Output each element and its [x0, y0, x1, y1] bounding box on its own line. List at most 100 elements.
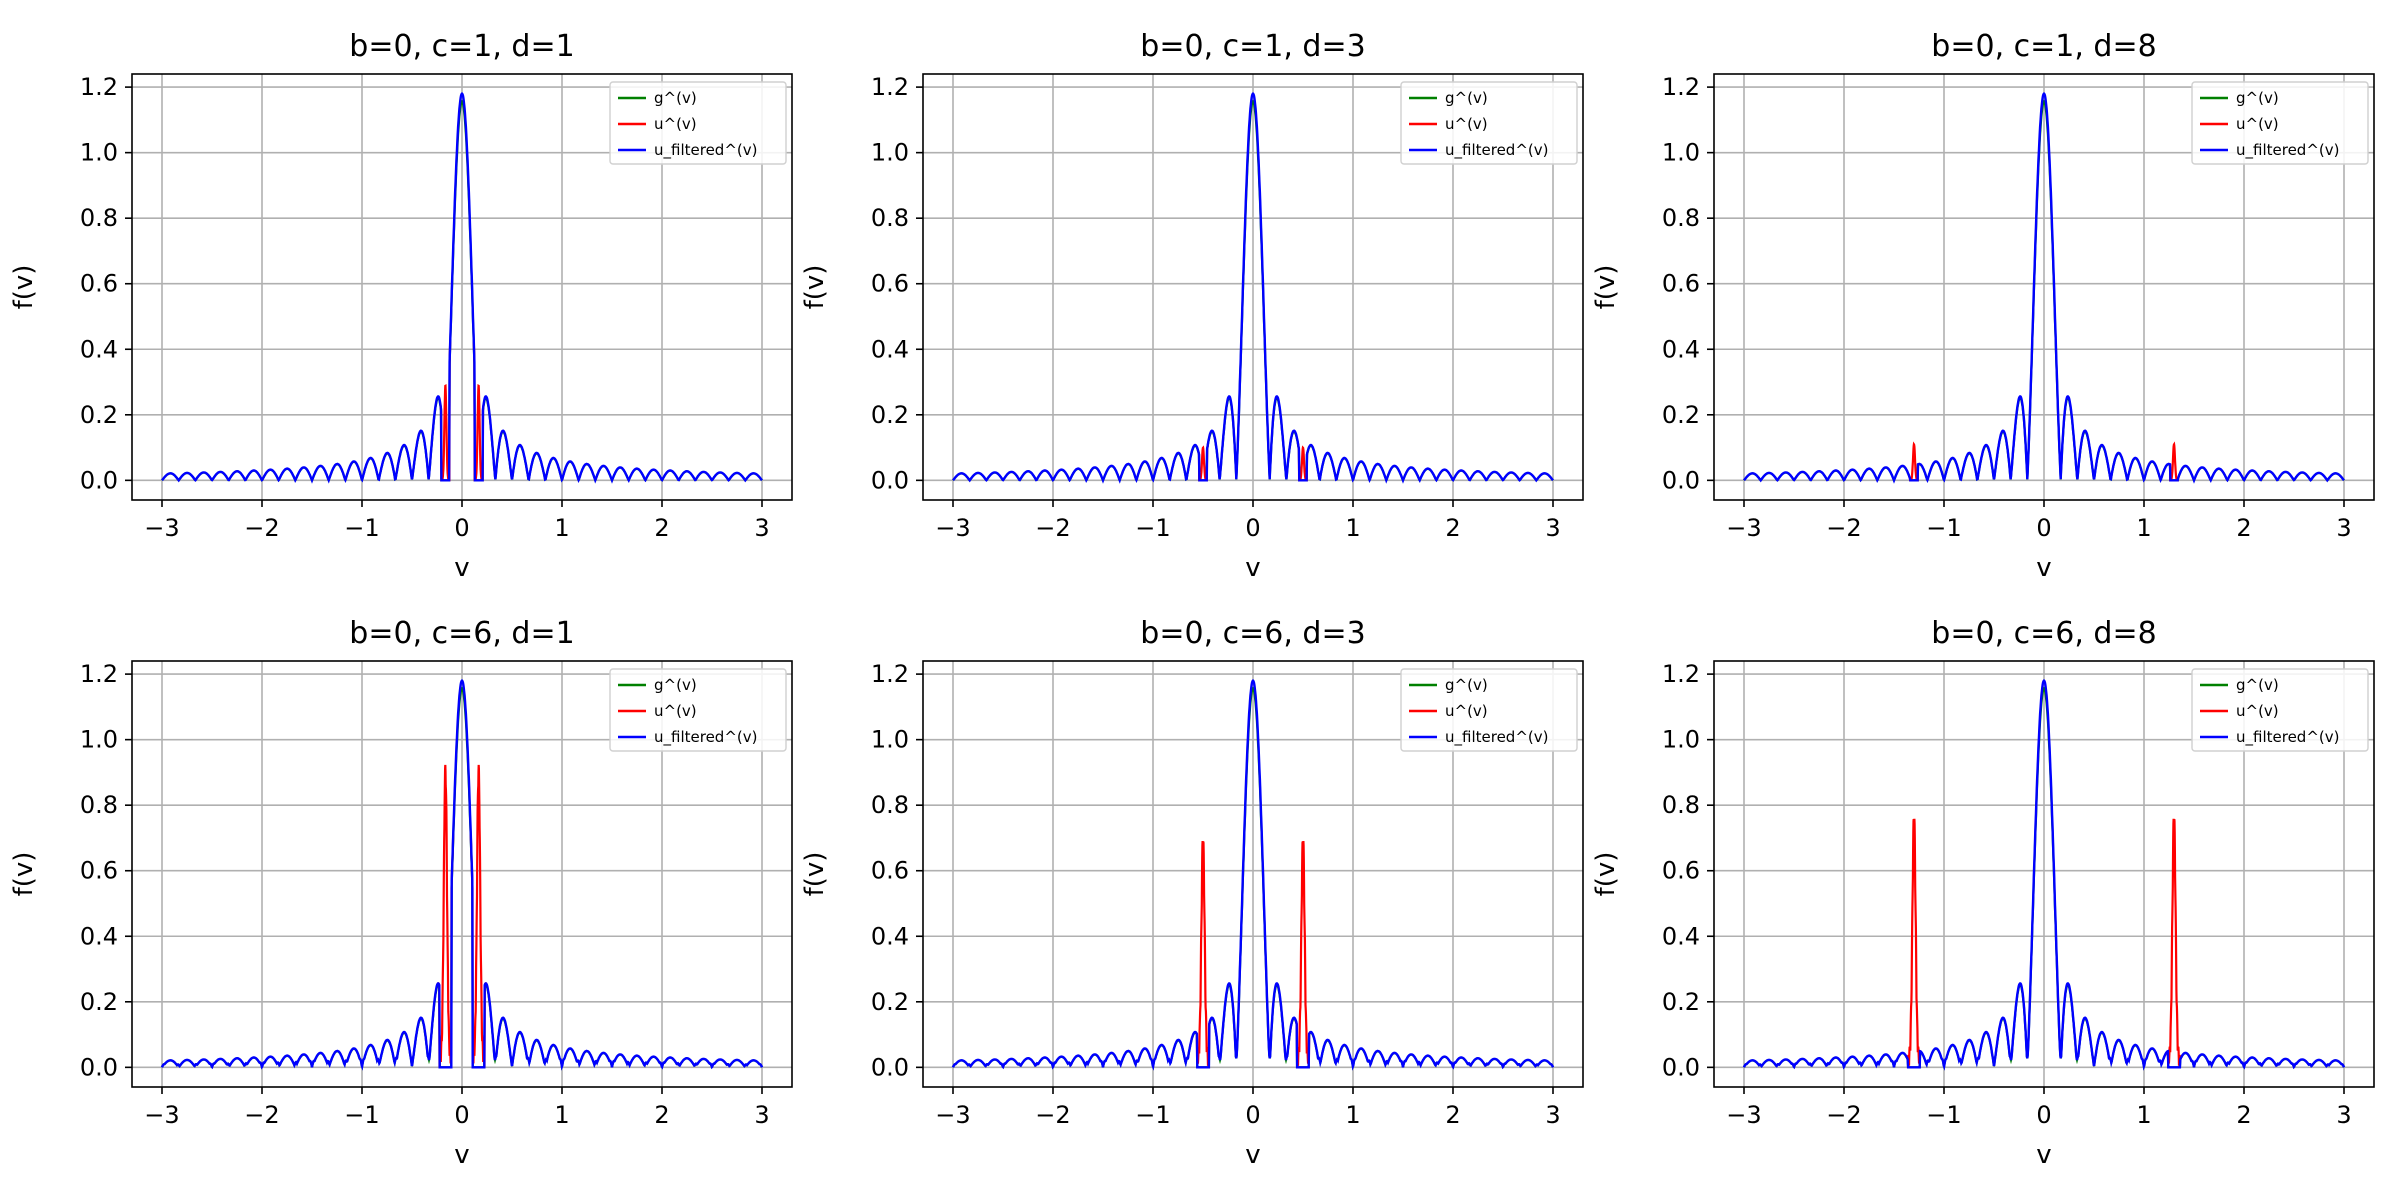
- y-axis-label: f(v): [1591, 852, 1621, 897]
- y-tick-label: 0.8: [80, 791, 118, 819]
- legend-label: u_filtered^(v): [2236, 728, 2339, 747]
- y-tick-label: 0.0: [871, 466, 909, 494]
- legend-label: g^(v): [1445, 676, 1488, 694]
- y-tick-label: 0.6: [871, 270, 909, 298]
- legend-label: u_filtered^(v): [2236, 141, 2339, 160]
- x-tick-label: 3: [754, 514, 769, 542]
- legend-box: [609, 668, 787, 752]
- x-tick-label: 3: [1545, 514, 1560, 542]
- y-tick-label: 0.4: [1662, 922, 1700, 950]
- y-tick-label: 1.2: [80, 660, 118, 688]
- y-tick-label: 0.6: [1662, 857, 1700, 885]
- y-tick-label: 0.4: [871, 335, 909, 363]
- y-tick-label: 0.4: [80, 922, 118, 950]
- y-axis-label: f(v): [9, 852, 39, 897]
- y-tick-label: 0.8: [1662, 791, 1700, 819]
- x-axis-label: v: [1245, 553, 1260, 583]
- legend-label: g^(v): [654, 89, 697, 107]
- x-tick-label: −2: [244, 1101, 279, 1129]
- y-axis-label: f(v): [1591, 265, 1621, 310]
- x-tick-label: −2: [1826, 514, 1861, 542]
- x-axis-label: v: [2036, 553, 2051, 583]
- legend-label: u^(v): [2236, 702, 2279, 720]
- x-axis-label: v: [454, 1140, 469, 1170]
- x-tick-label: −2: [1035, 1101, 1070, 1129]
- panel-3: −3 −2 −1 0 1 2 3 0.0 0.2 0.4 0.6 0.8 1.0 1.2 v f(v) b=0,…: [1591, 29, 2375, 583]
- panel-title: b=0, c=6, d=3: [1140, 616, 1365, 651]
- panel-4: −3 −2 −1 0 1 2 3 0.0 0.2 0.4 0.6 0.8 1.0 1.2 v f(v) b=0,…: [9, 616, 793, 1170]
- x-tick-label: 1: [554, 1101, 569, 1129]
- x-axis-label: v: [1245, 1140, 1260, 1170]
- x-tick-label: −1: [1135, 514, 1170, 542]
- x-tick-label: −1: [1926, 1101, 1961, 1129]
- legend-label: u^(v): [1445, 702, 1488, 720]
- x-tick-label: −3: [935, 514, 970, 542]
- y-tick-label: 0.6: [80, 270, 118, 298]
- legend-label: u_filtered^(v): [654, 728, 757, 747]
- x-tick-label: 3: [1545, 1101, 1560, 1129]
- legend-label: u_filtered^(v): [654, 141, 757, 160]
- y-tick-label: 0.0: [80, 466, 118, 494]
- y-tick-label: 0.8: [80, 204, 118, 232]
- y-tick-label: 0.8: [1662, 204, 1700, 232]
- x-tick-label: 0: [1245, 1101, 1260, 1129]
- y-tick-label: 1.0: [871, 139, 909, 167]
- x-tick-label: 0: [2036, 1101, 2051, 1129]
- x-tick-label: −3: [1726, 1101, 1761, 1129]
- y-tick-label: 0.6: [871, 857, 909, 885]
- legend-label: u^(v): [654, 115, 697, 133]
- x-tick-label: −2: [244, 514, 279, 542]
- x-tick-label: −3: [144, 1101, 179, 1129]
- x-tick-label: 1: [554, 514, 569, 542]
- panel-6: −3 −2 −1 0 1 2 3 0.0 0.2 0.4 0.6 0.8 1.0 1.2 v f(v) b=0,…: [1591, 616, 2375, 1170]
- y-tick-label: 0.2: [80, 401, 118, 429]
- legend-label: u^(v): [1445, 115, 1488, 133]
- y-tick-label: 1.2: [80, 73, 118, 101]
- y-tick-label: 0.0: [1662, 1053, 1700, 1081]
- legend-label: u_filtered^(v): [1445, 141, 1548, 160]
- legend-label: g^(v): [654, 676, 697, 694]
- series-u-filtered-line: [160, 679, 764, 1071]
- x-tick-label: 3: [754, 1101, 769, 1129]
- x-tick-label: 2: [654, 1101, 669, 1129]
- y-axis-label: f(v): [800, 852, 830, 897]
- series-u-line: [1905, 818, 1923, 1066]
- series-u-filtered-line: [1743, 92, 2345, 484]
- series-u-filtered-line: [161, 92, 763, 484]
- legend-label: u^(v): [2236, 115, 2279, 133]
- legend-label: g^(v): [1445, 89, 1488, 107]
- panel-5: −3 −2 −1 0 1 2 3 0.0 0.2 0.4 0.6 0.8 1.0 1.2 v f(v) b=0,…: [800, 616, 1584, 1170]
- x-tick-label: 2: [2236, 514, 2251, 542]
- y-tick-label: 1.2: [1662, 73, 1700, 101]
- y-tick-label: 0.6: [1662, 270, 1700, 298]
- x-tick-label: 3: [2336, 514, 2351, 542]
- panel-1: −3 −2 −1 0 1 2 3 0.0 0.2 0.4 0.6 0.8 1.0 1.2 v f(v) b=0,…: [9, 29, 793, 583]
- x-tick-label: 2: [1445, 1101, 1460, 1129]
- x-tick-label: 3: [2336, 1101, 2351, 1129]
- legend-box: [1400, 81, 1578, 165]
- legend-box: [2191, 81, 2369, 165]
- x-tick-label: 1: [1345, 514, 1360, 542]
- series-u-filtered-line: [951, 679, 1555, 1071]
- y-tick-label: 0.8: [871, 204, 909, 232]
- x-axis-label: v: [454, 553, 469, 583]
- y-tick-label: 1.0: [1662, 726, 1700, 754]
- y-tick-label: 0.4: [80, 335, 118, 363]
- series-u-filtered-line: [952, 92, 1554, 484]
- y-tick-label: 0.2: [80, 988, 118, 1016]
- y-tick-label: 0.4: [1662, 335, 1700, 363]
- y-tick-label: 0.6: [80, 857, 118, 885]
- y-tick-label: 0.2: [871, 988, 909, 1016]
- y-tick-label: 1.0: [871, 726, 909, 754]
- legend-label: u^(v): [654, 702, 697, 720]
- legend-box: [2191, 668, 2369, 752]
- x-tick-label: 2: [1445, 514, 1460, 542]
- x-tick-label: 1: [1345, 1101, 1360, 1129]
- x-tick-label: 1: [2136, 514, 2151, 542]
- legend-box: [1400, 668, 1578, 752]
- y-tick-label: 0.0: [80, 1053, 118, 1081]
- y-tick-label: 0.4: [871, 922, 909, 950]
- panel-title: b=0, c=6, d=1: [349, 616, 574, 651]
- series-u-line: [2165, 818, 2183, 1066]
- x-tick-label: 0: [2036, 514, 2051, 542]
